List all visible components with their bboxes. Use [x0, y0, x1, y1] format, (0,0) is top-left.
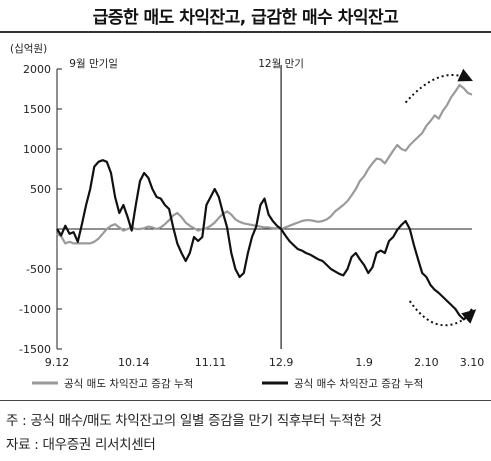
y-tick-label: -500 [26, 263, 51, 276]
x-tick-label: 1.9 [355, 356, 373, 369]
y-tick-label: -1500 [19, 343, 51, 356]
x-tick-label: 10.14 [118, 356, 150, 369]
source-note: 자료 : 대우증권 리서치센터 [6, 437, 156, 453]
x-tick-label: 12.9 [269, 356, 294, 369]
y-tick-label: -1000 [19, 303, 51, 316]
x-tick-label: 3.10 [460, 356, 485, 369]
downtrend-arrow-icon [408, 300, 477, 327]
title-bar: 급증한 매도 차익잔고, 급감한 매수 차익잔고 [0, 0, 491, 33]
annotation-sep-expiry: 9월 만기일 [69, 57, 118, 70]
y-axis-unit-label: (십억원) [10, 43, 47, 55]
chart-title: 급증한 매도 차익잔고, 급감한 매수 차익잔고 [92, 8, 399, 28]
legend-label-buy: 공식 매수 차익잔고 증감 누적 [294, 378, 423, 390]
footnote: 주 : 공식 매수/매도 차익잔고의 일별 증감을 만기 직후부터 누적한 것 [6, 413, 382, 429]
uptrend-arrow-icon [404, 68, 473, 104]
series-line-buy [56, 159, 473, 321]
series-line-sell [56, 83, 473, 245]
y-tick-label: 500 [30, 183, 51, 196]
x-tick-label: 9.12 [45, 356, 70, 369]
footer-divider [0, 400, 491, 401]
x-tick-label: 2.10 [414, 356, 439, 369]
y-tick-label: 2000 [23, 63, 51, 76]
annotation-dec-expiry: 12월 만기 [258, 58, 304, 70]
y-tick-label: 1000 [23, 143, 51, 156]
y-tick-label: 1500 [23, 103, 51, 116]
legend-label-sell: 공식 매도 차익잔고 증감 누적 [64, 378, 193, 390]
x-tick-label: 11.11 [195, 356, 227, 369]
